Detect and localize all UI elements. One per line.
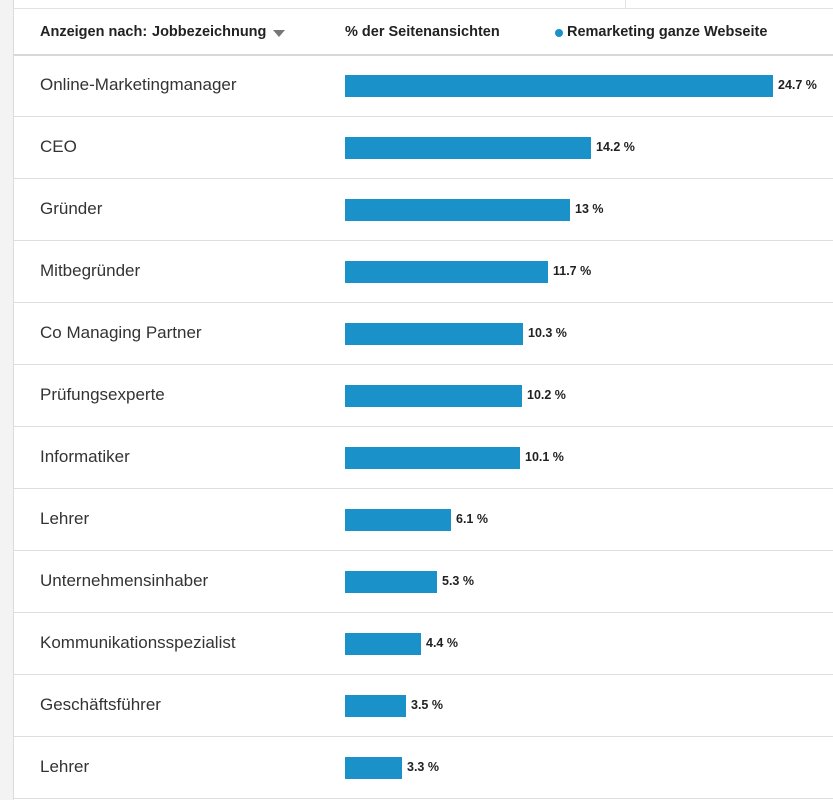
category-label: Kommunikationsspezialist [40,633,236,652]
filter-dropdown-value[interactable]: Jobbezeichnung [152,24,267,40]
bar [345,137,591,159]
bar [345,509,451,531]
table-header: Anzeigen nach: Jobbezeichnung % der Seit… [14,9,833,56]
table-row: CEO 14.2 % [14,117,833,179]
table-row: Geschäftsführer 3.5 % [14,675,833,737]
filter-label: Anzeigen nach: [40,24,148,40]
chart-rows: Online-Marketingmanager 24.7 % CEO 14.2 % Gr… [14,55,833,799]
top-divider [14,0,833,9]
value-label: 14.2 % [596,140,635,154]
value-label: 4.4 % [426,636,458,650]
value-label: 3.5 % [411,698,443,712]
category-label: Informatiker [40,447,130,466]
value-label: 10.1 % [525,450,564,464]
category-label: Geschäftsführer [40,695,161,714]
value-label: 11.7 % [553,264,592,278]
table-row: Kommunikationsspezialist 4.4 % [14,613,833,675]
value-label: 6.1 % [456,512,488,526]
bar [345,695,406,717]
table-row: Gründer 13 % [14,179,833,241]
bar [345,757,402,779]
bar [345,633,421,655]
table-row: Co Managing Partner 10.3 % [14,303,833,365]
category-label: Lehrer [40,757,90,776]
bar [345,571,437,593]
table-row: Lehrer 6.1 % [14,489,833,551]
legend-dot-icon [555,29,563,37]
value-label: 24.7 % [778,78,817,92]
table-row: Online-Marketingmanager 24.7 % [14,55,833,117]
legend-label: Remarketing ganze Webseite [567,24,768,40]
bar [345,385,522,407]
category-label: Unternehmensinhaber [40,571,209,590]
bar [345,447,520,469]
bar [345,199,570,221]
value-label: 13 % [575,202,604,216]
table-row: Informatiker 10.1 % [14,427,833,489]
category-label: Mitbegründer [40,261,141,280]
category-label: Prüfungsexperte [40,385,165,404]
category-label: Lehrer [40,509,90,528]
category-label: Co Managing Partner [40,323,202,342]
table-row: Unternehmensinhaber 5.3 % [14,551,833,613]
metric-column-header: % der Seitenansichten [345,24,500,40]
table-row: Mitbegründer 11.7 % [14,241,833,303]
table-row: Lehrer 3.3 % [14,737,833,799]
value-label: 5.3 % [442,574,474,588]
value-label: 10.3 % [528,326,567,340]
chevron-down-icon[interactable] [273,30,285,37]
table-row: Prüfungsexperte 10.2 % [14,365,833,427]
category-label: Gründer [40,199,103,218]
bar [345,75,773,97]
value-label: 10.2 % [527,388,566,402]
category-label: CEO [40,137,77,156]
bar [345,323,523,345]
bar [345,261,548,283]
value-label: 3.3 % [407,760,439,774]
category-label: Online-Marketingmanager [40,75,237,94]
job-title-report-panel: Anzeigen nach: Jobbezeichnung % der Seit… [13,0,833,800]
